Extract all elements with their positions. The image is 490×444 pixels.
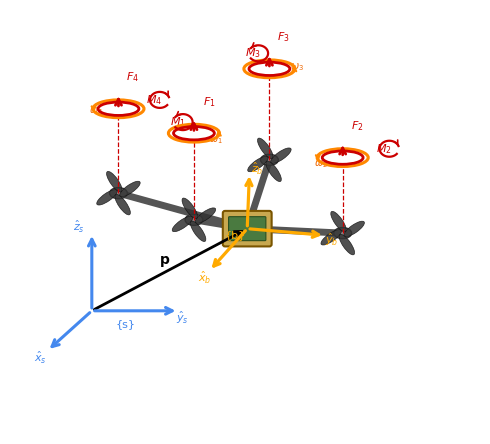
Ellipse shape	[339, 234, 355, 255]
Ellipse shape	[266, 161, 281, 182]
Text: $\omega_1$: $\omega_1$	[210, 134, 223, 146]
Text: $\hat{z}_s$: $\hat{z}_s$	[73, 218, 84, 234]
Text: $F_1$: $F_1$	[203, 95, 216, 109]
Ellipse shape	[270, 148, 291, 163]
Text: $\hat{z}_b$: $\hat{z}_b$	[251, 161, 263, 177]
Text: $F_4$: $F_4$	[126, 71, 139, 84]
Text: $\omega_3$: $\omega_3$	[290, 62, 304, 73]
Text: {b}: {b}	[224, 230, 245, 240]
Ellipse shape	[182, 198, 197, 218]
Ellipse shape	[261, 155, 278, 166]
Text: $\hat{y}_s$: $\hat{y}_s$	[176, 309, 189, 325]
Text: $\omega_4$: $\omega_4$	[89, 105, 103, 117]
FancyBboxPatch shape	[223, 211, 271, 246]
Ellipse shape	[120, 181, 140, 197]
FancyBboxPatch shape	[228, 217, 266, 241]
Ellipse shape	[344, 221, 365, 237]
Text: $F_3$: $F_3$	[277, 31, 290, 44]
Ellipse shape	[321, 230, 342, 245]
Ellipse shape	[172, 216, 193, 232]
Ellipse shape	[258, 138, 273, 159]
Text: $\hat{x}_s$: $\hat{x}_s$	[34, 349, 47, 365]
Ellipse shape	[115, 194, 130, 215]
Ellipse shape	[195, 208, 216, 223]
Text: $F_2$: $F_2$	[351, 119, 363, 133]
Ellipse shape	[97, 190, 117, 205]
Text: $\hat{y}_b$: $\hat{y}_b$	[325, 232, 338, 248]
Ellipse shape	[247, 156, 268, 172]
Ellipse shape	[106, 171, 122, 192]
Ellipse shape	[185, 214, 203, 226]
Text: $\hat{x}_b$: $\hat{x}_b$	[198, 270, 212, 285]
Text: {s}: {s}	[115, 319, 135, 329]
Text: $M_2$: $M_2$	[376, 142, 392, 156]
Ellipse shape	[331, 211, 346, 232]
Text: p: p	[160, 253, 170, 267]
Text: $\omega_2$: $\omega_2$	[314, 159, 327, 170]
Ellipse shape	[334, 228, 351, 239]
Ellipse shape	[191, 221, 206, 242]
Text: $M_4$: $M_4$	[147, 93, 163, 107]
Ellipse shape	[110, 188, 127, 199]
Text: $M_3$: $M_3$	[245, 46, 261, 60]
Text: $M_1$: $M_1$	[170, 115, 185, 129]
